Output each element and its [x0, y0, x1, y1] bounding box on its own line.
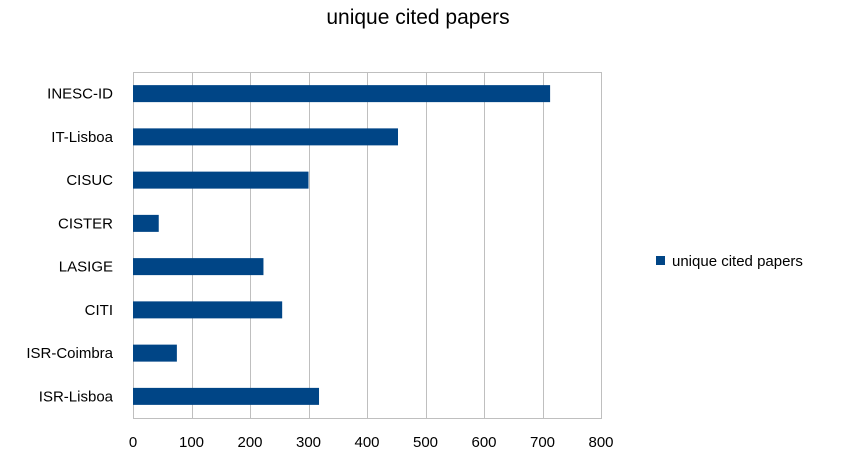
x-tick-label: 600 [471, 434, 496, 451]
x-tick-labels: 0 100 200 300 400 500 600 700 800 [129, 434, 614, 451]
x-tick-label: 700 [530, 434, 555, 451]
category-labels: INESC-ID IT-Lisboa CISUC CISTER LASIGE CITI IS… [26, 86, 113, 406]
grid [133, 72, 602, 419]
category-label: INESC-ID [47, 86, 113, 103]
x-tick-label: 500 [413, 434, 438, 451]
bar-isr-lisboa [133, 387, 320, 405]
legend-swatch [656, 256, 665, 265]
plot-area-border [133, 72, 602, 419]
x-tick-label: 100 [179, 434, 204, 451]
category-label: CISUC [66, 172, 113, 189]
legend: unique cited papers [656, 253, 803, 270]
bar-inesc-id [133, 85, 551, 103]
x-tick-label: 800 [588, 434, 613, 451]
bar-cisuc [133, 171, 309, 189]
x-tick-label: 200 [237, 434, 262, 451]
category-label: CITI [85, 302, 113, 319]
category-label: ISR-Lisboa [39, 388, 114, 405]
bar-cister [133, 214, 159, 232]
bars [133, 85, 551, 405]
category-label: ISR-Coimbra [26, 345, 113, 362]
legend-label: unique cited papers [672, 253, 803, 270]
bar-lasige [133, 258, 264, 276]
x-tick-label: 300 [296, 434, 321, 451]
category-label: LASIGE [59, 259, 113, 276]
bar-isr-coimbra [133, 344, 177, 362]
category-label: CISTER [58, 215, 113, 232]
x-tick-label: 400 [354, 434, 379, 451]
x-tick-label: 0 [129, 434, 137, 451]
chart-title: unique cited papers [326, 6, 509, 29]
bar-it-lisboa [133, 128, 399, 146]
bar-citi [133, 301, 283, 319]
category-label: IT-Lisboa [51, 129, 113, 146]
